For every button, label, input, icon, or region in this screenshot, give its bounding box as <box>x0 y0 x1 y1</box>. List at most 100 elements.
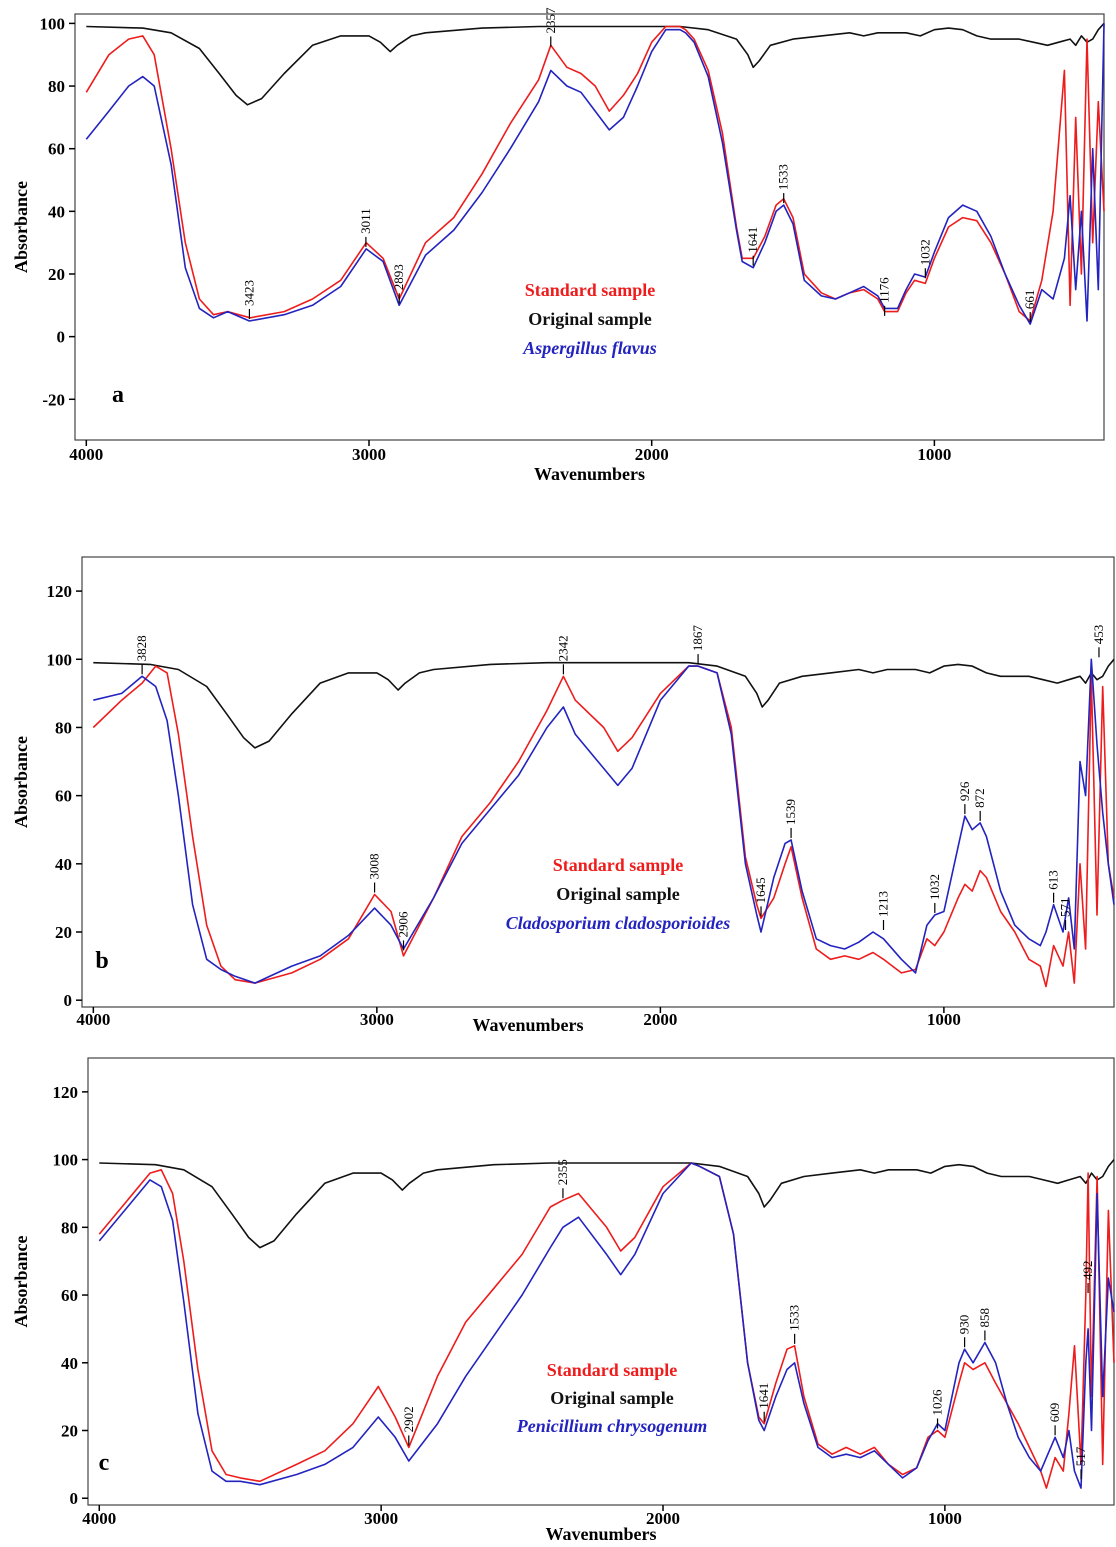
y-tick-label: 100 <box>40 14 66 33</box>
peak-label: 3423 <box>241 280 256 306</box>
y-tick-label: 40 <box>61 1354 78 1373</box>
y-tick-label: 120 <box>53 1083 79 1102</box>
series-line-cladosporium-cladosporioides <box>93 659 1114 983</box>
peak-annotation: 930 <box>957 1315 972 1348</box>
chart-panel-c: 0 20 40 60 80 100 120 4000 3000 2000 1000 Wavenumbe… <box>0 1048 1116 1547</box>
panel-letter-b: b <box>95 948 108 974</box>
y-tick-label: 20 <box>48 265 65 284</box>
peak-annotation: 3828 <box>134 635 149 674</box>
peak-label: 858 <box>977 1308 992 1328</box>
x-axis-title: Wavenumbers <box>545 1524 656 1544</box>
peak-label: 2902 <box>401 1406 416 1432</box>
y-tick-label: 60 <box>61 1286 78 1305</box>
peak-annotation: 609 <box>1047 1403 1062 1436</box>
peak-label: 1026 <box>930 1389 945 1416</box>
series-line-standard-sample <box>93 666 1114 986</box>
y-tick-label: 0 <box>64 991 73 1010</box>
panel-letter-a: a <box>112 382 124 408</box>
peak-annotation: 1867 <box>690 625 705 665</box>
plot-frame <box>88 1058 1114 1505</box>
peak-annotation: 571 <box>1058 898 1073 931</box>
y-tick-label: 120 <box>47 582 73 601</box>
x-tick-label: 2000 <box>643 1010 677 1029</box>
peak-label: 3828 <box>134 635 149 661</box>
series-line-aspergillus-flavus <box>86 23 1104 324</box>
y-tick-label: 20 <box>61 1422 78 1441</box>
x-tick-label: 4000 <box>69 445 103 464</box>
x-axis-title: Wavenumbers <box>534 464 645 484</box>
legend-entry: Original sample <box>556 884 680 904</box>
x-tick-label: 1000 <box>927 1010 961 1029</box>
peak-label: 2342 <box>555 635 570 661</box>
y-tick-label: 80 <box>48 77 65 96</box>
legend-entry: Standard sample <box>553 855 684 875</box>
legend-entry: Penicillium chrysogenum <box>516 1416 708 1436</box>
x-tick-label: 4000 <box>82 1509 116 1528</box>
x-tick-label: 4000 <box>76 1010 110 1029</box>
peak-annotation: 1533 <box>776 164 791 203</box>
peak-label: 613 <box>1046 870 1061 890</box>
y-tick-label: -20 <box>42 390 65 409</box>
y-tick-label: 60 <box>48 140 65 159</box>
chart-a-svg: -20 0 20 40 60 80 100 4000 3000 2000 1000 Wavenumbe… <box>0 0 1116 490</box>
x-tick-label: 1000 <box>917 445 951 464</box>
y-tick-label: 40 <box>48 202 65 221</box>
peak-annotation: 2355 <box>555 1159 570 1198</box>
peak-label: 2355 <box>555 1159 570 1185</box>
x-axis-title: Wavenumbers <box>472 1015 583 1035</box>
y-tick-label: 60 <box>55 787 72 806</box>
peak-annotation: 1641 <box>745 227 760 266</box>
peak-annotation: 3011 <box>358 208 373 247</box>
y-axis-title: Absorbance <box>11 736 31 828</box>
peak-annotation: 1539 <box>783 799 798 838</box>
y-tick-label: 80 <box>61 1218 78 1237</box>
peak-annotation: 2357 <box>543 7 558 47</box>
peak-annotation: 926 <box>957 781 972 814</box>
x-tick-label: 1000 <box>928 1509 962 1528</box>
legend-entry: Aspergillus flavus <box>522 338 657 358</box>
peak-label: 661 <box>1022 290 1037 310</box>
x-tick-label: 2000 <box>635 445 669 464</box>
peak-annotation: 872 <box>972 788 987 821</box>
peak-annotation: 3008 <box>367 854 382 893</box>
peak-annotation: 1176 <box>877 277 892 316</box>
peak-label: 1641 <box>745 227 760 253</box>
peak-label: 571 <box>1058 898 1073 918</box>
peak-annotation: 453 <box>1091 625 1106 658</box>
peak-annotation: 3423 <box>241 280 256 319</box>
x-tick-label: 3000 <box>360 1010 394 1029</box>
y-tick-label: 0 <box>57 328 66 347</box>
peak-label: 926 <box>957 781 972 801</box>
chart-b-svg: 0204060801001204000 3000 2000 1000Wavenumbe… <box>0 545 1116 1045</box>
chart-panel-a: -20 0 20 40 60 80 100 4000 3000 2000 1000 Wavenumbe… <box>0 0 1116 490</box>
peak-annotation: 492 <box>1080 1261 1095 1294</box>
peak-annotation: 1533 <box>787 1305 802 1344</box>
peak-annotation: 2902 <box>401 1406 416 1445</box>
peak-label: 1213 <box>876 891 891 917</box>
peak-annotation: 858 <box>977 1308 992 1341</box>
panel-letter-c: c <box>99 1450 110 1476</box>
peak-label: 1645 <box>753 877 768 903</box>
peak-annotation: 1026 <box>930 1389 945 1429</box>
y-tick-label: 80 <box>55 718 72 737</box>
series-line-original-sample <box>86 23 1104 104</box>
peak-label: 1032 <box>927 874 942 900</box>
peak-annotation: 661 <box>1022 290 1037 323</box>
series-line-original-sample <box>99 1160 1114 1248</box>
peak-label: 2906 <box>396 911 411 938</box>
peak-label: 609 <box>1047 1403 1062 1423</box>
y-tick-label: 0 <box>70 1489 79 1508</box>
peak-label: 1032 <box>917 239 932 265</box>
peak-label: 872 <box>972 788 987 808</box>
peak-label: 453 <box>1091 625 1106 645</box>
legend-entry: Standard sample <box>547 1360 678 1380</box>
x-tick-label: 3000 <box>364 1509 398 1528</box>
peak-label: 2893 <box>391 264 406 290</box>
peak-annotation: 1032 <box>927 874 942 913</box>
peak-label: 3008 <box>367 854 382 880</box>
peak-label: 930 <box>957 1315 972 1335</box>
y-tick-label: 20 <box>55 923 72 942</box>
peak-label: 1533 <box>787 1305 802 1331</box>
legend-entry: Original sample <box>528 309 652 329</box>
x-tick-label: 3000 <box>352 445 386 464</box>
